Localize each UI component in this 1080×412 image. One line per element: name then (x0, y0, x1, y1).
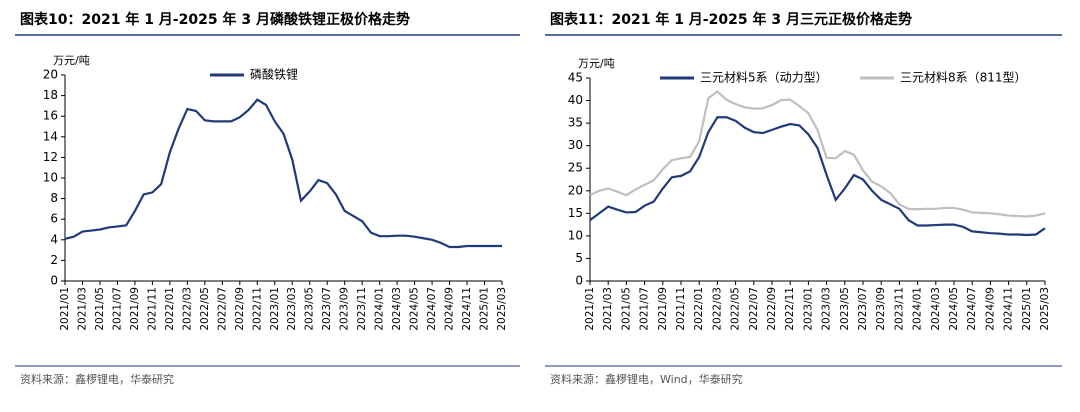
y-axis-label: 万元/吨 (53, 54, 90, 67)
legend-label: 三元材料8系（811型） (900, 71, 1027, 85)
y-tick-label: 20 (43, 68, 58, 82)
x-tick-label: 2022/07 (748, 287, 760, 331)
x-tick-label: 2021/07 (639, 287, 651, 331)
y-tick-label: 16 (43, 109, 58, 123)
x-tick-label: 2021/09 (129, 287, 141, 331)
source-note: 资料来源：鑫椤锂电，Wind，华泰研究 (550, 372, 743, 386)
x-tick-label: 2023/11 (893, 287, 905, 331)
y-tick-label: 12 (43, 150, 58, 164)
y-tick-label: 10 (568, 228, 583, 242)
y-tick-label: 15 (568, 206, 583, 220)
x-tick-label: 2024/01 (374, 287, 386, 331)
x-tick-label: 2021/09 (657, 287, 669, 331)
source-note: 资料来源：鑫椤锂电，华泰研究 (20, 372, 174, 386)
x-tick-label: 2023/09 (339, 287, 351, 331)
chart-title: 图表10：2021 年 1 月-2025 年 3 月磷酸铁锂正极价格走势 (20, 11, 410, 28)
x-tick-label: 2025/01 (479, 287, 491, 331)
x-tick-label: 2022/05 (730, 287, 742, 331)
x-tick-label: 2021/03 (602, 287, 614, 331)
y-tick-label: 25 (568, 161, 583, 175)
x-tick-label: 2023/09 (875, 287, 887, 331)
x-tick-label: 2021/07 (111, 287, 123, 331)
x-tick-label: 2024/09 (984, 287, 996, 331)
y-tick-label: 40 (568, 93, 583, 107)
y-tick-label: 0 (575, 274, 583, 288)
series-line (589, 116, 1046, 237)
x-tick-label: 2022/07 (216, 287, 228, 331)
y-tick-label: 10 (43, 171, 58, 185)
series-line (589, 90, 1046, 218)
x-tick-label: 2025/03 (496, 287, 508, 331)
x-tick-label: 2024/05 (948, 287, 960, 331)
x-tick-label: 2022/11 (251, 287, 263, 331)
x-tick-label: 2024/07 (966, 287, 978, 331)
x-tick-label: 2021/03 (76, 287, 88, 331)
series-line (64, 98, 502, 249)
x-tick-label: 2021/11 (146, 287, 158, 331)
x-tick-label: 2022/09 (234, 287, 246, 331)
x-tick-label: 2022/01 (693, 287, 705, 331)
x-tick-label: 2021/01 (59, 287, 71, 331)
x-tick-label: 2024/07 (426, 287, 438, 331)
x-tick-label: 2022/09 (766, 287, 778, 331)
x-tick-label: 2023/05 (304, 287, 316, 331)
x-tick-label: 2024/11 (1003, 287, 1015, 331)
legend-label: 磷酸铁锂 (250, 67, 298, 82)
x-tick-label: 2021/01 (584, 287, 596, 331)
y-tick-label: 0 (50, 274, 58, 288)
x-tick-label: 2022/05 (199, 287, 211, 331)
y-tick-label: 18 (43, 88, 58, 102)
x-tick-label: 2024/11 (461, 287, 473, 331)
x-tick-label: 2023/07 (321, 287, 333, 331)
y-tick-label: 6 (50, 212, 58, 226)
y-tick-label: 20 (568, 183, 583, 197)
x-tick-label: 2022/11 (784, 287, 796, 331)
x-tick-label: 2024/09 (444, 287, 456, 331)
x-tick-label: 2023/03 (286, 287, 298, 331)
x-tick-label: 2024/01 (912, 287, 924, 331)
y-tick-label: 30 (568, 138, 583, 152)
y-axis-label: 万元/吨 (578, 57, 615, 70)
x-tick-label: 2023/07 (857, 287, 869, 331)
legend-label: 三元材料5系（动力型） (700, 71, 828, 85)
x-tick-label: 2024/03 (391, 287, 403, 331)
y-tick-label: 4 (50, 232, 58, 246)
y-tick-label: 2 (50, 253, 58, 267)
x-tick-label: 2022/01 (164, 287, 176, 331)
x-tick-label: 2023/05 (839, 287, 851, 331)
x-tick-label: 2021/05 (94, 287, 106, 331)
x-tick-label: 2025/01 (1021, 287, 1033, 331)
x-tick-label: 2025/03 (1039, 287, 1051, 331)
x-tick-label: 2021/05 (620, 287, 632, 331)
x-tick-label: 2023/03 (821, 287, 833, 331)
y-tick-label: 35 (568, 116, 583, 130)
x-tick-label: 2022/03 (711, 287, 723, 331)
x-tick-label: 2024/03 (930, 287, 942, 331)
x-tick-label: 2023/01 (802, 287, 814, 331)
y-tick-label: 8 (50, 191, 58, 205)
y-tick-label: 45 (568, 71, 583, 85)
x-tick-label: 2021/11 (675, 287, 687, 331)
y-tick-label: 5 (575, 251, 583, 265)
y-tick-label: 14 (43, 129, 58, 143)
x-tick-label: 2023/01 (269, 287, 281, 331)
chart-title: 图表11：2021 年 1 月-2025 年 3 月三元正极价格走势 (550, 11, 912, 28)
x-tick-label: 2022/03 (181, 287, 193, 331)
x-tick-label: 2023/11 (356, 287, 368, 331)
x-tick-label: 2024/05 (409, 287, 421, 331)
